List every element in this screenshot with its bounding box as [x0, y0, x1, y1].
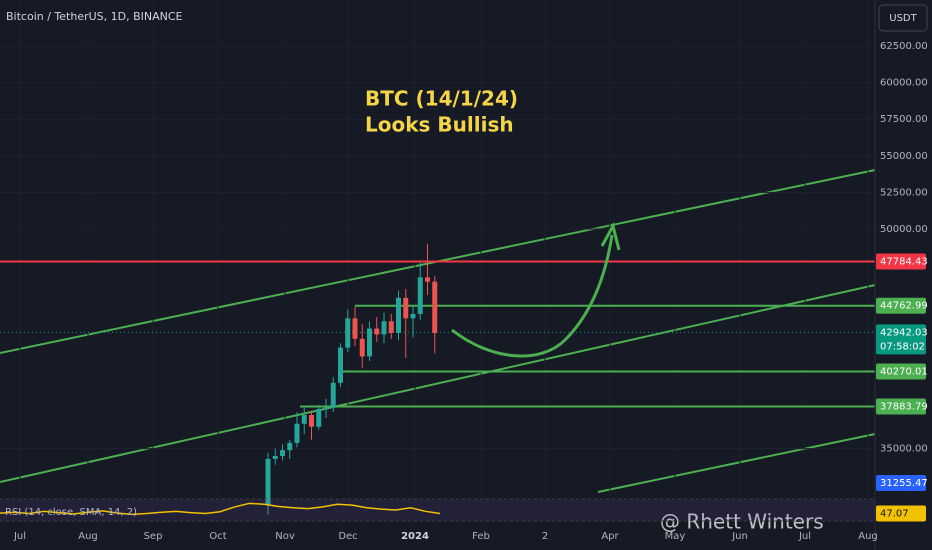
x-tick-label: Oct — [209, 531, 226, 542]
candle-body — [294, 423, 300, 443]
x-tick-label: Apr — [601, 531, 619, 542]
y-tick-label: 55000.00 — [880, 151, 928, 162]
candle-body — [352, 318, 358, 339]
candle-body — [425, 277, 430, 282]
candle-body — [381, 321, 387, 335]
y-tick-label: 50000.00 — [880, 224, 928, 235]
candle-body — [345, 318, 351, 348]
price-badge-label: 44762.99 — [880, 301, 928, 312]
candle-body — [338, 347, 343, 383]
x-tick-label: 2 — [542, 531, 548, 542]
candle-body — [287, 442, 293, 451]
candle-body — [330, 382, 336, 408]
candle-body — [309, 414, 314, 427]
x-tick-label: 2024 — [401, 531, 429, 542]
rsi-badge — [876, 505, 926, 522]
x-tick-label: Aug — [78, 531, 98, 542]
price-badge-label: 31255.47 — [880, 478, 928, 489]
candle-body — [432, 281, 438, 333]
y-tick-label: 60000.00 — [880, 78, 928, 89]
price-badge — [876, 398, 926, 415]
y-tick-label: 57500.00 — [880, 114, 928, 125]
watermark: @ Rhett Winters — [660, 510, 824, 534]
x-tick-label: Feb — [472, 531, 490, 542]
channel-lower — [597, 433, 876, 493]
candle-body — [403, 297, 409, 319]
price-badge-label: 40270.01 — [880, 367, 928, 378]
symbol-title: Bitcoin / TetherUS, 1D, BINANCE — [6, 10, 183, 23]
price-badge-label: 37883.79 — [880, 401, 928, 412]
rsi-line — [0, 502, 441, 516]
candle-body — [359, 338, 365, 357]
candle-body — [272, 455, 278, 459]
x-tick-label: Sep — [144, 531, 163, 542]
arrow-head — [600, 221, 621, 251]
price-badge-label: 47784.43 — [880, 256, 928, 267]
candle-body — [301, 414, 307, 424]
x-tick-label: Jun — [731, 531, 748, 542]
x-tick-label: Dec — [338, 531, 357, 542]
candle-body — [388, 321, 394, 333]
price-badge-label: 42942.03 — [880, 327, 928, 338]
forecast-arrow — [451, 234, 614, 358]
candle-body — [265, 458, 271, 505]
countdown: 07:58:02 — [880, 341, 925, 352]
price-badge — [876, 297, 926, 314]
candle-body — [410, 313, 416, 319]
price-badge — [876, 324, 926, 355]
candle-body — [417, 277, 423, 314]
candle-body — [367, 328, 372, 357]
price-badge — [876, 363, 926, 380]
x-tick-label: Nov — [275, 531, 295, 542]
rsi-label: RSI (14, close, SMA, 14, 2) — [5, 507, 137, 518]
x-tick-label: Aug — [858, 531, 878, 542]
candle-body — [316, 409, 322, 427]
price-badge — [876, 253, 926, 270]
currency-button[interactable] — [878, 4, 928, 32]
x-tick-label: May — [665, 531, 686, 542]
y-tick-label: 52500.00 — [880, 187, 928, 198]
x-tick-label: Jul — [798, 531, 811, 542]
currency[interactable]: USDT — [889, 13, 917, 24]
candle-body — [396, 297, 401, 333]
plot — [0, 45, 875, 450]
annotation: BTC (14/1/24) — [365, 87, 518, 111]
annotation: Looks Bullish — [365, 113, 514, 137]
candle-body — [280, 450, 285, 456]
candle-body — [323, 407, 329, 410]
candle-body — [374, 328, 380, 335]
rsi-badge-label: 47.07 — [880, 508, 909, 519]
price-badge — [876, 475, 926, 491]
y-tick-label: 62500.00 — [880, 41, 928, 52]
rsi-band — [0, 499, 875, 521]
y-tick-label: 35000.00 — [880, 444, 928, 455]
x-tick-label: Jul — [13, 531, 26, 542]
